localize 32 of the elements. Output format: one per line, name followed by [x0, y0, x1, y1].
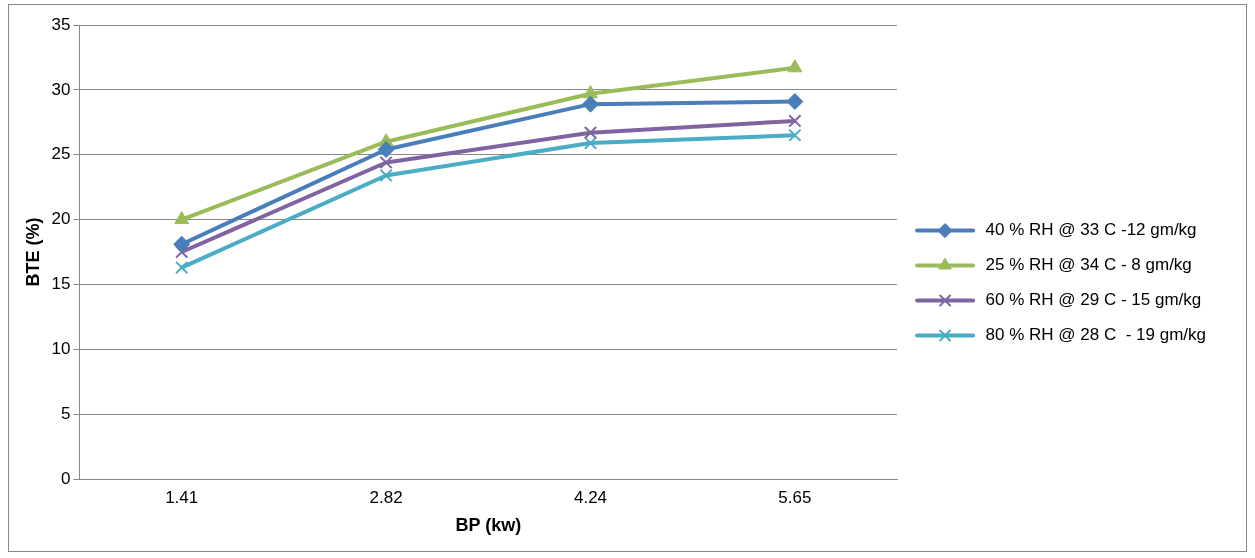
point: [379, 155, 393, 170]
x-tick-label: 2.82: [369, 487, 403, 507]
point: [377, 141, 395, 159]
y-tick-label: 20: [51, 209, 71, 229]
legend-label: 40 % RH @ 33 C -12 gm/kg: [985, 220, 1197, 240]
y-tick-label: 0: [61, 468, 71, 488]
point: [788, 128, 802, 142]
y-axis-title: BTE (%): [22, 217, 43, 287]
point: [175, 260, 189, 275]
y-tick-label: 10: [51, 338, 71, 358]
x-axis-title: BP (kw): [455, 515, 522, 536]
point: [175, 245, 189, 259]
point: [379, 168, 393, 183]
x-tick-label: 1.41: [165, 487, 199, 507]
y-tick-label: 25: [51, 144, 71, 164]
legend-label: 60 % RH @ 29 C - 15 gm/kg: [985, 290, 1202, 310]
point: [787, 59, 803, 73]
point: [583, 126, 598, 140]
point: [583, 136, 598, 150]
y-tick-label: 15: [51, 274, 71, 294]
point: [173, 235, 191, 253]
x-tick-label: 4.24: [573, 487, 608, 507]
point: [582, 95, 600, 113]
x-tick-label: 5.65: [778, 487, 812, 507]
point: [786, 93, 804, 111]
y-tick-label: 5: [61, 403, 71, 423]
point: [788, 114, 802, 128]
legend-label: 80 % RH @ 28 C - 19 gm/kg: [985, 325, 1207, 345]
y-tick-label: 35: [51, 14, 71, 34]
y-tick-label: 30: [51, 79, 71, 99]
legend-label: 25 % RH @ 34 C - 8 gm/kg: [985, 255, 1192, 275]
point: [174, 211, 190, 225]
